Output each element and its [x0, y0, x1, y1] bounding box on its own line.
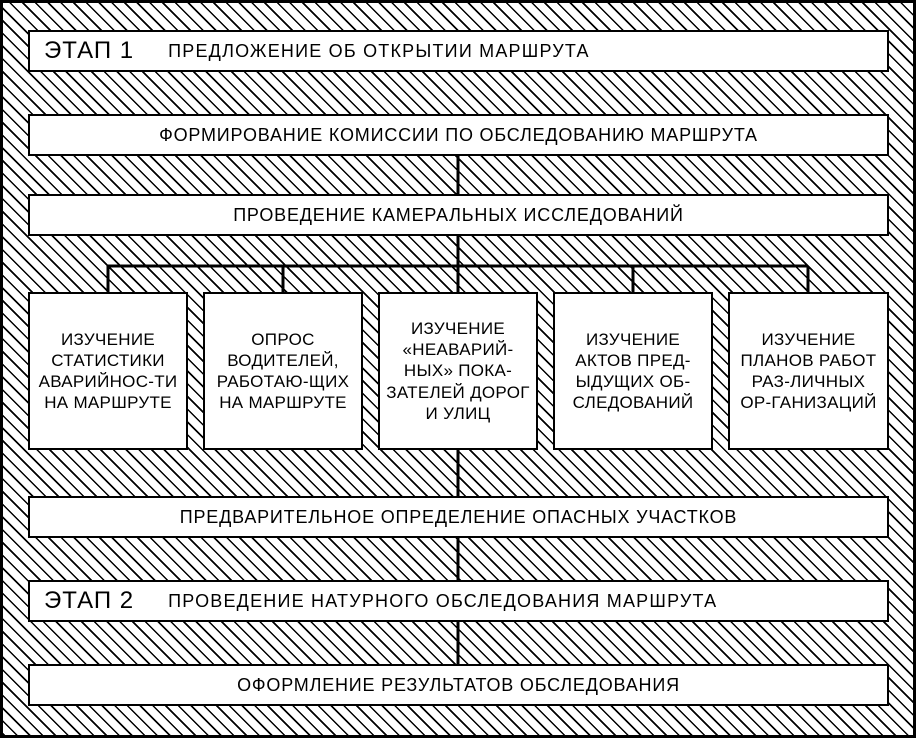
- leaf-5-text: ИЗУЧЕНИЕ ПЛАНОВ РАБОТ РАЗ-ЛИЧНЫХ ОР-ГАНИ…: [734, 329, 883, 414]
- stage-1-label: ЭТАП 1: [44, 36, 134, 66]
- leaf-accident-statistics: ИЗУЧЕНИЕ СТАТИСТИКИ АВАРИЙНОС-ТИ НА МАРШ…: [28, 292, 188, 450]
- stage-2-label: ЭТАП 2: [44, 586, 134, 616]
- leaf-driver-survey: ОПРОС ВОДИТЕЛЕЙ, РАБОТАЮ-ЩИХ НА МАРШРУТЕ: [203, 292, 363, 450]
- node-desk-research-text: ПРОВЕДЕНИЕ КАМЕРАЛЬНЫХ ИССЛЕДОВАНИЙ: [233, 204, 684, 227]
- node-report-results: ОФОРМЛЕНИЕ РЕЗУЛЬТАТОВ ОБСЛЕДОВАНИЯ: [28, 664, 889, 706]
- stage-1-header: ЭТАП 1 ПРЕДЛОЖЕНИЕ ОБ ОТКРЫТИИ МАРШРУТА: [28, 30, 889, 72]
- node-desk-research: ПРОВЕДЕНИЕ КАМЕРАЛЬНЫХ ИССЛЕДОВАНИЙ: [28, 194, 889, 236]
- node-preliminary-hazard-text: ПРЕДВАРИТЕЛЬНОЕ ОПРЕДЕЛЕНИЕ ОПАСНЫХ УЧАС…: [180, 506, 737, 529]
- leaf-organization-plans: ИЗУЧЕНИЕ ПЛАНОВ РАБОТ РАЗ-ЛИЧНЫХ ОР-ГАНИ…: [728, 292, 889, 450]
- node-commission-formation: ФОРМИРОВАНИЕ КОМИССИИ ПО ОБСЛЕДОВАНИЮ МА…: [28, 114, 889, 156]
- leaf-3-text: ИЗУЧЕНИЕ «НЕАВАРИЙ-НЫХ» ПОКА-ЗАТЕЛЕЙ ДОР…: [384, 318, 532, 424]
- leaf-nonaccident-indicators: ИЗУЧЕНИЕ «НЕАВАРИЙ-НЫХ» ПОКА-ЗАТЕЛЕЙ ДОР…: [378, 292, 538, 450]
- leaf-4-text: ИЗУЧЕНИЕ АКТОВ ПРЕД-ЫДУЩИХ ОБ-СЛЕДОВАНИЙ: [559, 329, 707, 414]
- node-preliminary-hazard: ПРЕДВАРИТЕЛЬНОЕ ОПРЕДЕЛЕНИЕ ОПАСНЫХ УЧАС…: [28, 496, 889, 538]
- node-report-results-text: ОФОРМЛЕНИЕ РЕЗУЛЬТАТОВ ОБСЛЕДОВАНИЯ: [237, 674, 680, 697]
- node-commission-formation-text: ФОРМИРОВАНИЕ КОМИССИИ ПО ОБСЛЕДОВАНИЮ МА…: [159, 124, 758, 147]
- leaf-previous-acts: ИЗУЧЕНИЕ АКТОВ ПРЕД-ЫДУЩИХ ОБ-СЛЕДОВАНИЙ: [553, 292, 713, 450]
- stage-2-header: ЭТАП 2 ПРОВЕДЕНИЕ НАТУРНОГО ОБСЛЕДОВАНИЯ…: [28, 580, 889, 622]
- leaf-2-text: ОПРОС ВОДИТЕЛЕЙ, РАБОТАЮ-ЩИХ НА МАРШРУТЕ: [209, 329, 357, 414]
- stage-1-title: ПРЕДЛОЖЕНИЕ ОБ ОТКРЫТИИ МАРШРУТА: [168, 40, 590, 63]
- stage-2-title: ПРОВЕДЕНИЕ НАТУРНОГО ОБСЛЕДОВАНИЯ МАРШРУ…: [168, 590, 717, 613]
- leaf-1-text: ИЗУЧЕНИЕ СТАТИСТИКИ АВАРИЙНОС-ТИ НА МАРШ…: [34, 329, 182, 414]
